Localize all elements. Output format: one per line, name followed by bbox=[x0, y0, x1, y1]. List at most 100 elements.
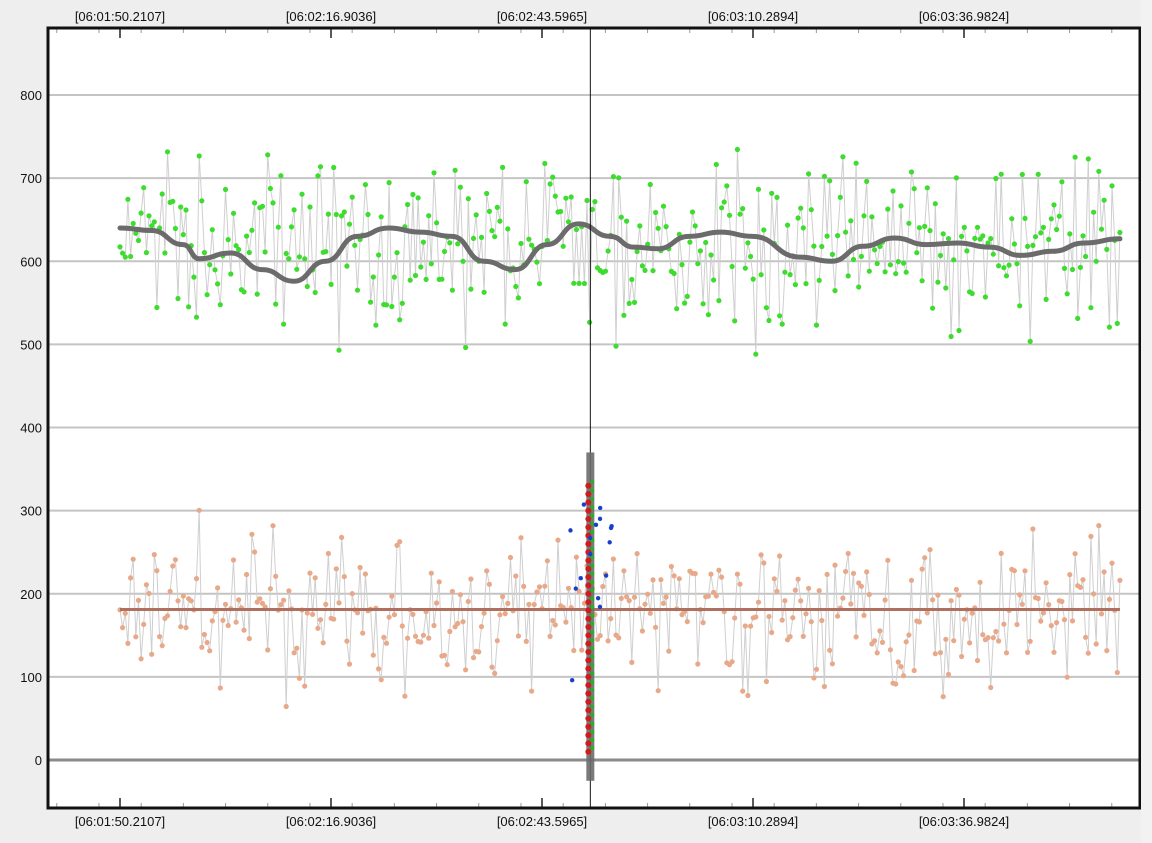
data-point bbox=[143, 250, 149, 256]
data-point bbox=[236, 246, 242, 253]
data-point bbox=[653, 209, 659, 216]
cursor-blue-point bbox=[597, 505, 603, 511]
data-point bbox=[1043, 296, 1049, 302]
data-point bbox=[998, 171, 1004, 177]
data-point bbox=[183, 625, 189, 631]
cursor-red-point bbox=[585, 491, 592, 497]
data-point bbox=[853, 160, 859, 166]
cursor-green-point bbox=[590, 713, 595, 718]
data-point bbox=[742, 265, 748, 271]
data-point bbox=[1025, 243, 1031, 249]
data-point bbox=[689, 209, 696, 215]
data-point bbox=[608, 616, 614, 622]
data-point bbox=[602, 268, 609, 274]
data-point bbox=[317, 617, 324, 623]
data-point bbox=[246, 636, 252, 642]
data-point bbox=[128, 253, 134, 260]
data-point bbox=[845, 273, 851, 279]
data-point bbox=[573, 226, 580, 233]
data-point bbox=[449, 588, 455, 595]
x-tick-label-bottom: [06:03:36.9824] bbox=[919, 814, 1009, 829]
data-point bbox=[571, 647, 577, 654]
data-point bbox=[1014, 261, 1020, 267]
data-point bbox=[376, 252, 382, 258]
data-point bbox=[1080, 233, 1086, 239]
data-point bbox=[315, 173, 321, 179]
data-point bbox=[362, 571, 368, 577]
data-point bbox=[713, 161, 719, 168]
data-point bbox=[1003, 273, 1010, 279]
data-point bbox=[700, 301, 706, 307]
data-point bbox=[455, 620, 461, 627]
y-tick-label: 500 bbox=[20, 337, 42, 352]
data-point bbox=[647, 610, 653, 616]
data-point bbox=[774, 588, 780, 595]
data-point bbox=[1117, 229, 1123, 236]
y-tick-label: 600 bbox=[20, 254, 42, 269]
data-point bbox=[832, 288, 838, 294]
cursor-red-point bbox=[585, 515, 592, 522]
cursor-red-point bbox=[585, 574, 592, 581]
data-point bbox=[911, 667, 917, 674]
data-point bbox=[180, 593, 186, 599]
cursor-green-point bbox=[590, 530, 595, 535]
data-point bbox=[172, 557, 178, 563]
data-point bbox=[138, 656, 144, 662]
data-point bbox=[241, 289, 247, 295]
data-point bbox=[740, 206, 746, 212]
data-point bbox=[835, 613, 841, 619]
data-point bbox=[178, 624, 184, 630]
cursor-green-point bbox=[590, 679, 595, 684]
data-point bbox=[573, 554, 580, 560]
data-point bbox=[518, 240, 524, 247]
data-point bbox=[146, 213, 152, 219]
data-point bbox=[808, 619, 814, 625]
data-point bbox=[307, 570, 313, 576]
data-point bbox=[542, 583, 548, 589]
data-point bbox=[133, 634, 139, 640]
data-point bbox=[996, 263, 1002, 269]
x-tick-label-top: [06:03:10.2894] bbox=[708, 9, 798, 24]
data-point bbox=[265, 152, 271, 158]
cursor-red-point bbox=[585, 698, 592, 705]
data-point bbox=[843, 568, 849, 575]
data-point bbox=[1022, 215, 1028, 221]
data-point bbox=[779, 617, 785, 623]
cursor-green-point bbox=[590, 613, 595, 618]
data-point bbox=[1014, 621, 1020, 628]
data-point bbox=[523, 179, 529, 185]
data-point bbox=[584, 197, 590, 204]
data-point bbox=[389, 593, 395, 599]
data-point bbox=[349, 591, 355, 597]
data-point bbox=[616, 175, 622, 181]
data-point bbox=[1109, 560, 1115, 566]
cursor-red-point bbox=[585, 740, 592, 747]
data-point bbox=[209, 227, 215, 233]
data-point bbox=[631, 594, 638, 600]
data-point bbox=[117, 244, 123, 250]
data-point bbox=[249, 531, 255, 537]
data-point bbox=[154, 568, 160, 574]
data-point bbox=[893, 681, 899, 687]
data-point bbox=[1040, 224, 1046, 230]
data-point bbox=[1080, 577, 1086, 583]
data-point bbox=[149, 651, 155, 657]
data-point bbox=[1030, 526, 1036, 532]
data-point bbox=[225, 622, 231, 629]
data-point bbox=[784, 222, 791, 228]
data-point bbox=[478, 234, 485, 240]
data-point bbox=[394, 250, 400, 256]
data-point bbox=[133, 230, 139, 236]
data-point bbox=[362, 182, 368, 188]
data-point bbox=[613, 343, 619, 349]
data-point bbox=[1069, 618, 1076, 624]
data-point bbox=[961, 616, 967, 622]
data-point bbox=[645, 241, 651, 247]
data-point bbox=[478, 624, 485, 630]
data-point bbox=[476, 649, 482, 655]
data-point bbox=[634, 248, 640, 255]
data-point bbox=[819, 617, 825, 624]
data-point bbox=[724, 183, 730, 189]
data-point bbox=[869, 214, 875, 220]
data-point bbox=[745, 240, 751, 246]
